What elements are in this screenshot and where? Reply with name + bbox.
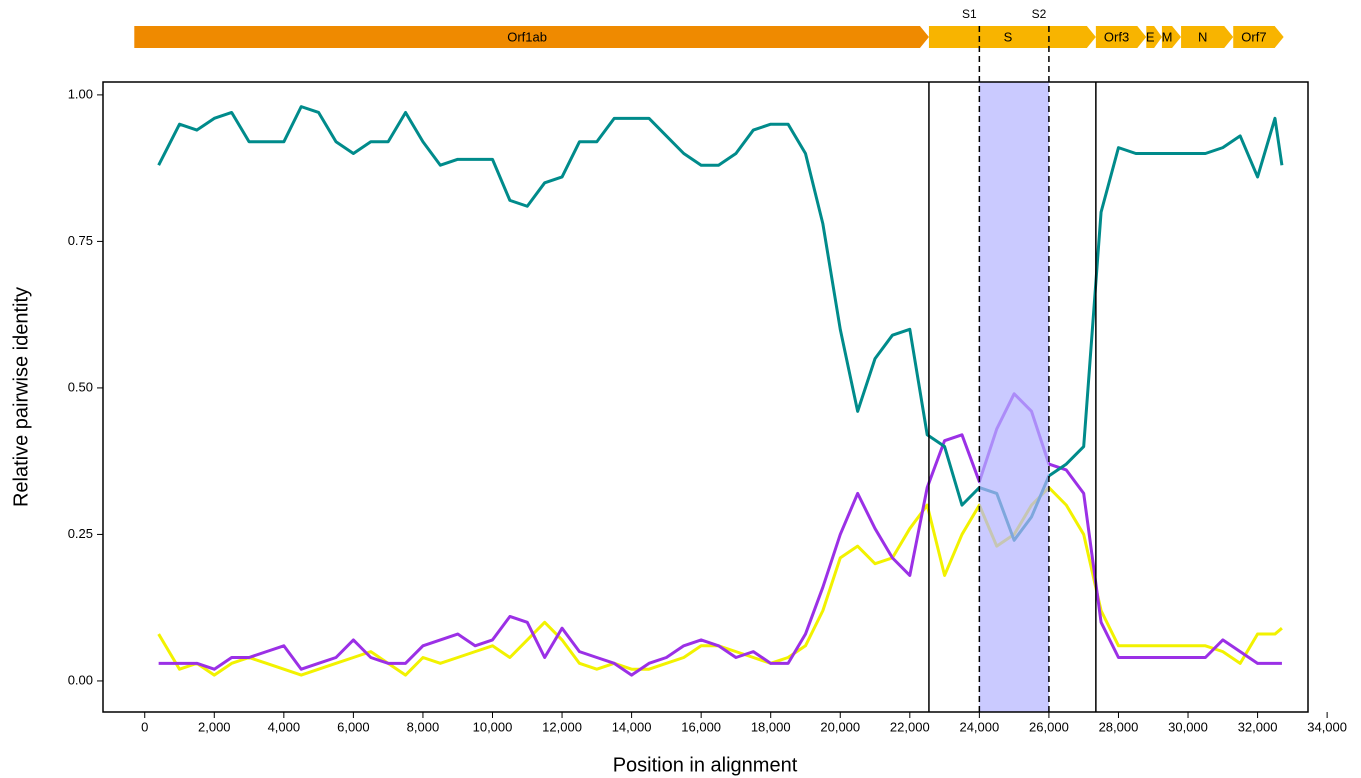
series-line [157, 486, 1283, 677]
gene-label: Orf3 [1104, 29, 1129, 44]
x-axis-title: Position in alignment [613, 754, 798, 776]
gene-label: N [1198, 29, 1207, 44]
series-line [157, 105, 1284, 542]
y-axis-title: Relative pairwise identity [10, 287, 32, 507]
x-tick-label: 24,000 [959, 719, 999, 734]
gene-label: M [1162, 29, 1173, 44]
gene-arrow [134, 26, 929, 48]
gene-label: S [1004, 29, 1013, 44]
y-tick-label: 0.75 [68, 233, 93, 248]
y-tick-label: 1.00 [68, 86, 93, 101]
x-tick-label: 4,000 [268, 719, 301, 734]
gene-arrow [1181, 26, 1234, 48]
x-tick-label: 6,000 [337, 719, 370, 734]
x-tick-label: 16,000 [681, 719, 721, 734]
x-tick-label: 32,000 [1238, 719, 1278, 734]
x-tick-label: 28,000 [1099, 719, 1139, 734]
x-tick-label: 10,000 [473, 719, 513, 734]
x-tick-label: 18,000 [751, 719, 791, 734]
x-tick-label: 8,000 [407, 719, 440, 734]
domain-label: S2 [1032, 7, 1047, 21]
x-tick-label: 30,000 [1168, 719, 1208, 734]
gene-arrow [1146, 26, 1162, 48]
gene-arrow [928, 26, 1096, 48]
domain-label: S1 [962, 7, 977, 21]
gene-arrow [1233, 26, 1284, 48]
gene-arrow [1095, 26, 1147, 48]
x-tick-label: 34,000 [1307, 719, 1347, 734]
y-tick-label: 0.25 [68, 526, 93, 541]
x-tick-label: 20,000 [820, 719, 860, 734]
x-tick-label: 26,000 [1029, 719, 1069, 734]
x-tick-label: 12,000 [542, 719, 582, 734]
y-tick-label: 0.00 [68, 672, 93, 687]
gene-label: Orf1ab [507, 29, 547, 44]
x-tick-label: 0 [141, 719, 148, 734]
y-tick-label: 0.50 [68, 379, 93, 394]
plot-frame [102, 81, 1309, 713]
gene-label: E [1146, 29, 1155, 44]
shaded-region [979, 82, 1049, 712]
gene-label: Orf7 [1241, 29, 1266, 44]
x-tick-label: 14,000 [612, 719, 652, 734]
x-tick-label: 2,000 [198, 719, 231, 734]
gene-arrow [1161, 26, 1182, 48]
x-tick-label: 22,000 [890, 719, 930, 734]
series-line [158, 392, 1282, 677]
